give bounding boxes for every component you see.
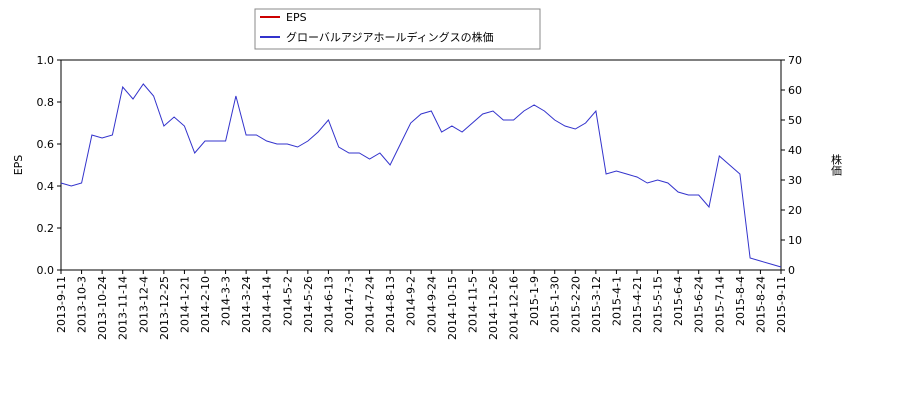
y2-tick-label: 30 — [788, 174, 802, 187]
x-tick-label: 2015-2-20 — [569, 276, 582, 333]
x-tick-label: 2013-12-4 — [137, 276, 150, 333]
legend-label: EPS — [286, 11, 307, 24]
y2-tick-label: 40 — [788, 144, 802, 157]
x-tick-label: 2015-1-30 — [549, 276, 562, 333]
y-tick-label: 0.8 — [37, 96, 55, 109]
legend-box — [254, 8, 541, 50]
x-tick-label: 2014-4-14 — [261, 276, 274, 333]
y-axis-label: EPS — [12, 155, 25, 176]
y2-tick-label: 50 — [788, 114, 802, 127]
y-tick-label: 0.6 — [37, 138, 55, 151]
x-tick-label: 2013-9-11 — [55, 276, 68, 333]
x-tick-label: 2015-7-14 — [713, 276, 726, 333]
y2-tick-label: 0 — [788, 264, 795, 277]
x-tick-label: 2013-10-24 — [96, 276, 109, 340]
x-tick-label: 2014-8-13 — [384, 276, 397, 333]
x-tick-label: 2015-6-24 — [693, 276, 706, 333]
x-tick-label: 2014-3-3 — [220, 276, 233, 326]
y-tick-label: 0.2 — [37, 222, 55, 235]
x-tick-label: 2014-2-10 — [199, 276, 212, 333]
x-tick-label: 2013-11-14 — [117, 276, 130, 340]
x-tick-label: 2015-8-4 — [734, 276, 747, 326]
x-tick-label: 2014-9-24 — [425, 276, 438, 333]
x-tick-label: 2014-5-26 — [302, 276, 315, 333]
x-tick-label: 2014-12-16 — [508, 276, 521, 340]
x-tick-label: 2014-3-24 — [240, 276, 253, 333]
x-tick-label: 2013-12-25 — [158, 276, 171, 340]
x-tick-label: 2015-4-1 — [610, 276, 623, 326]
x-tick-label: 2015-6-4 — [672, 276, 685, 326]
y2-tick-label: 20 — [788, 204, 802, 217]
series-line — [60, 83, 782, 268]
y-tick-label: 1.0 — [37, 54, 55, 67]
x-tick-label: 2014-5-2 — [281, 276, 294, 326]
x-tick-label: 2015-9-11 — [775, 276, 788, 333]
x-tick-label: 2014-1-21 — [178, 276, 191, 333]
x-tick-label: 2014-6-13 — [322, 276, 335, 333]
y-tick-label: 0.0 — [37, 264, 55, 277]
x-tick-label: 2014-11-26 — [487, 276, 500, 340]
x-tick-label: 2014-9-2 — [405, 276, 418, 326]
y-tick-label: 0.4 — [37, 180, 55, 193]
y2-tick-label: 70 — [788, 54, 802, 67]
x-tick-label: 2015-5-15 — [652, 276, 665, 333]
x-tick-label: 2014-10-15 — [446, 276, 459, 340]
x-tick-label: 2013-10-3 — [76, 276, 89, 333]
x-tick-label: 2014-11-5 — [466, 276, 479, 333]
x-tick-label: 2015-1-9 — [528, 276, 541, 326]
x-tick-label: 2015-4-21 — [631, 276, 644, 333]
y2-tick-label: 10 — [788, 234, 802, 247]
x-tick-label: 2015-8-24 — [754, 276, 767, 333]
x-tick-label: 2014-7-3 — [343, 276, 356, 326]
y2-axis-label: 株価 — [830, 153, 843, 176]
legend-label: グローバルアジアホールディングスの株価 — [286, 30, 494, 44]
y2-tick-label: 60 — [788, 84, 802, 97]
x-tick-label: 2015-3-12 — [590, 276, 603, 333]
plot-frame — [60, 59, 782, 271]
x-tick-label: 2014-7-24 — [364, 276, 377, 333]
